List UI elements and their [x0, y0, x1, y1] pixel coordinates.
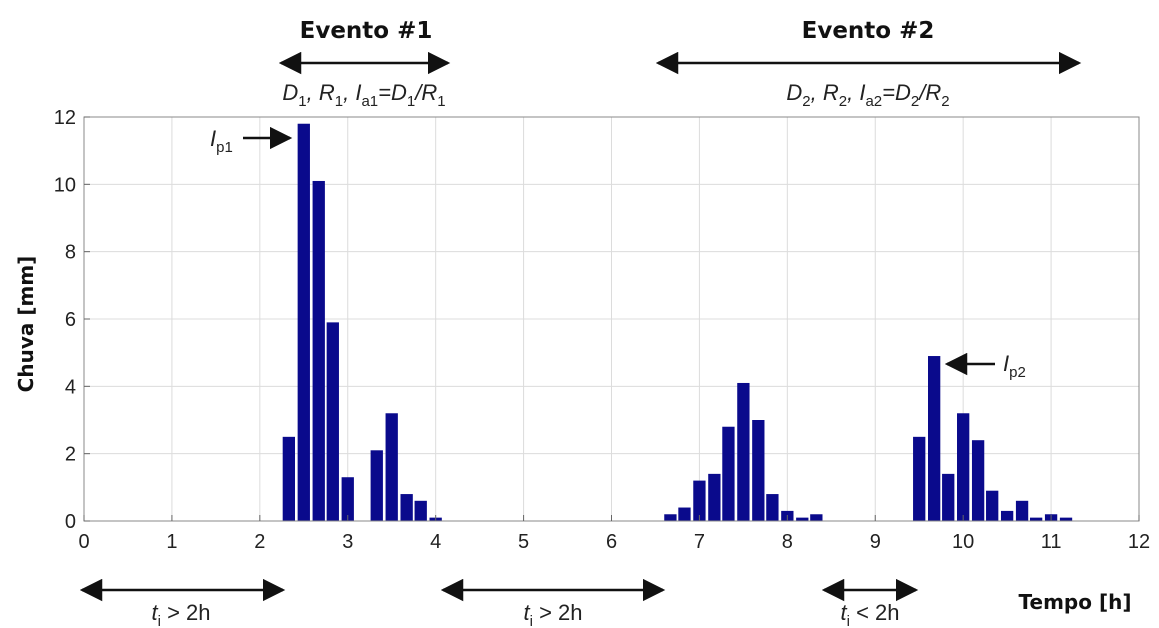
bar [928, 356, 941, 521]
bar [986, 490, 999, 521]
x-tick-label: 9 [870, 531, 881, 553]
x-tick-label: 11 [1041, 531, 1062, 553]
y-tick-label: 4 [65, 376, 76, 398]
bar [400, 494, 413, 521]
y-tick-label: 6 [65, 309, 76, 331]
bar [957, 413, 970, 521]
x-axis-label: Tempo [h] [1019, 590, 1132, 614]
bar [312, 180, 325, 521]
y-tick-label: 0 [65, 511, 76, 533]
event1-formula: D1, R1, Ia1=D1/R1 [282, 80, 445, 110]
bar [664, 514, 677, 521]
x-tick-label: 0 [78, 531, 89, 553]
bar [385, 413, 398, 521]
x-tick-label: 3 [342, 531, 353, 553]
x-tick-label: 4 [430, 531, 441, 553]
bar [678, 507, 691, 521]
peak1-label: Ip1 [210, 126, 233, 156]
x-tick-label: 1 [166, 531, 177, 553]
y-tick-label: 2 [65, 444, 76, 466]
y-tick-label: 10 [54, 174, 76, 196]
event2-formula: D2, R2, Ia2=D2/R2 [786, 80, 949, 110]
event1-title: Evento #1 [300, 18, 433, 44]
bar [341, 477, 354, 521]
bar [326, 322, 339, 521]
peak2-label: Ip2 [1003, 351, 1026, 381]
x-tick-label: 2 [254, 531, 265, 553]
bar [752, 420, 765, 521]
bar [913, 436, 926, 521]
bar [1059, 517, 1073, 521]
gap3-label: ti < 2h [840, 600, 899, 628]
bar [1000, 510, 1014, 521]
bar [370, 450, 383, 521]
bar [722, 426, 735, 521]
x-axis-ticks: 0 1 2 3 4 5 6 7 8 9 10 11 12 [78, 515, 1150, 553]
bar [1029, 517, 1043, 521]
x-tick-label: 6 [606, 531, 617, 553]
event2-title: Evento #2 [802, 18, 935, 44]
bar [282, 436, 295, 521]
gap2-label: ti > 2h [523, 600, 582, 628]
bar [737, 382, 750, 521]
bar [708, 473, 721, 521]
x-tick-label: 12 [1128, 531, 1150, 553]
x-tick-label: 10 [952, 531, 974, 553]
y-axis-label: Chuva [mm] [14, 256, 38, 393]
bar [297, 123, 310, 521]
bar [942, 473, 955, 521]
bar [766, 494, 779, 521]
bar [414, 500, 427, 521]
y-tick-label: 12 [54, 107, 76, 129]
x-tick-label: 8 [782, 531, 793, 553]
x-tick-label: 7 [694, 531, 705, 553]
x-tick-label: 5 [518, 531, 529, 553]
y-axis-ticks: 0 2 4 6 8 10 12 [54, 107, 90, 533]
bar [971, 440, 985, 521]
bar [796, 517, 809, 521]
bar [693, 480, 706, 521]
bar [1015, 500, 1029, 521]
bar [810, 514, 823, 521]
y-tick-label: 8 [65, 242, 76, 264]
gap1-label: ti > 2h [151, 600, 210, 628]
